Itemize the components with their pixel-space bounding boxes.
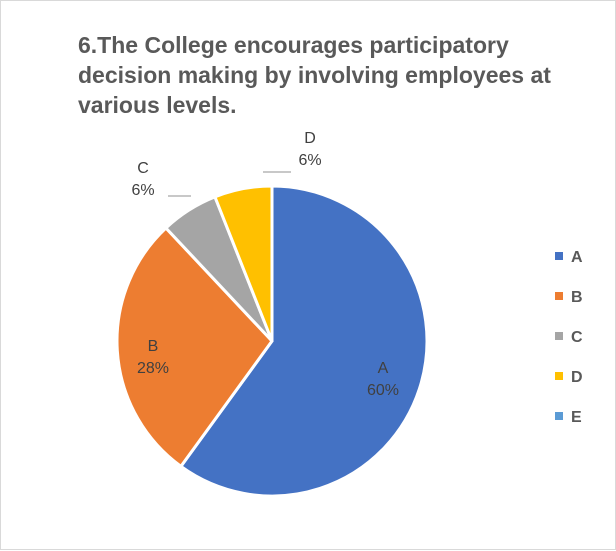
legend-label-b: B bbox=[571, 289, 583, 306]
legend-swatch-e bbox=[555, 412, 563, 420]
legend-label-a: A bbox=[571, 249, 583, 266]
legend-swatch-a bbox=[555, 252, 563, 260]
legend-swatch-c bbox=[555, 332, 563, 340]
legend-label-e: E bbox=[571, 409, 582, 426]
legend-label-c: C bbox=[571, 329, 583, 346]
data-label-d: D 6% bbox=[298, 130, 321, 169]
legend-swatch-d bbox=[555, 372, 563, 380]
data-label-c: C 6% bbox=[131, 160, 154, 199]
legend-label-d: D bbox=[571, 369, 583, 386]
legend-swatch-b bbox=[555, 292, 563, 300]
